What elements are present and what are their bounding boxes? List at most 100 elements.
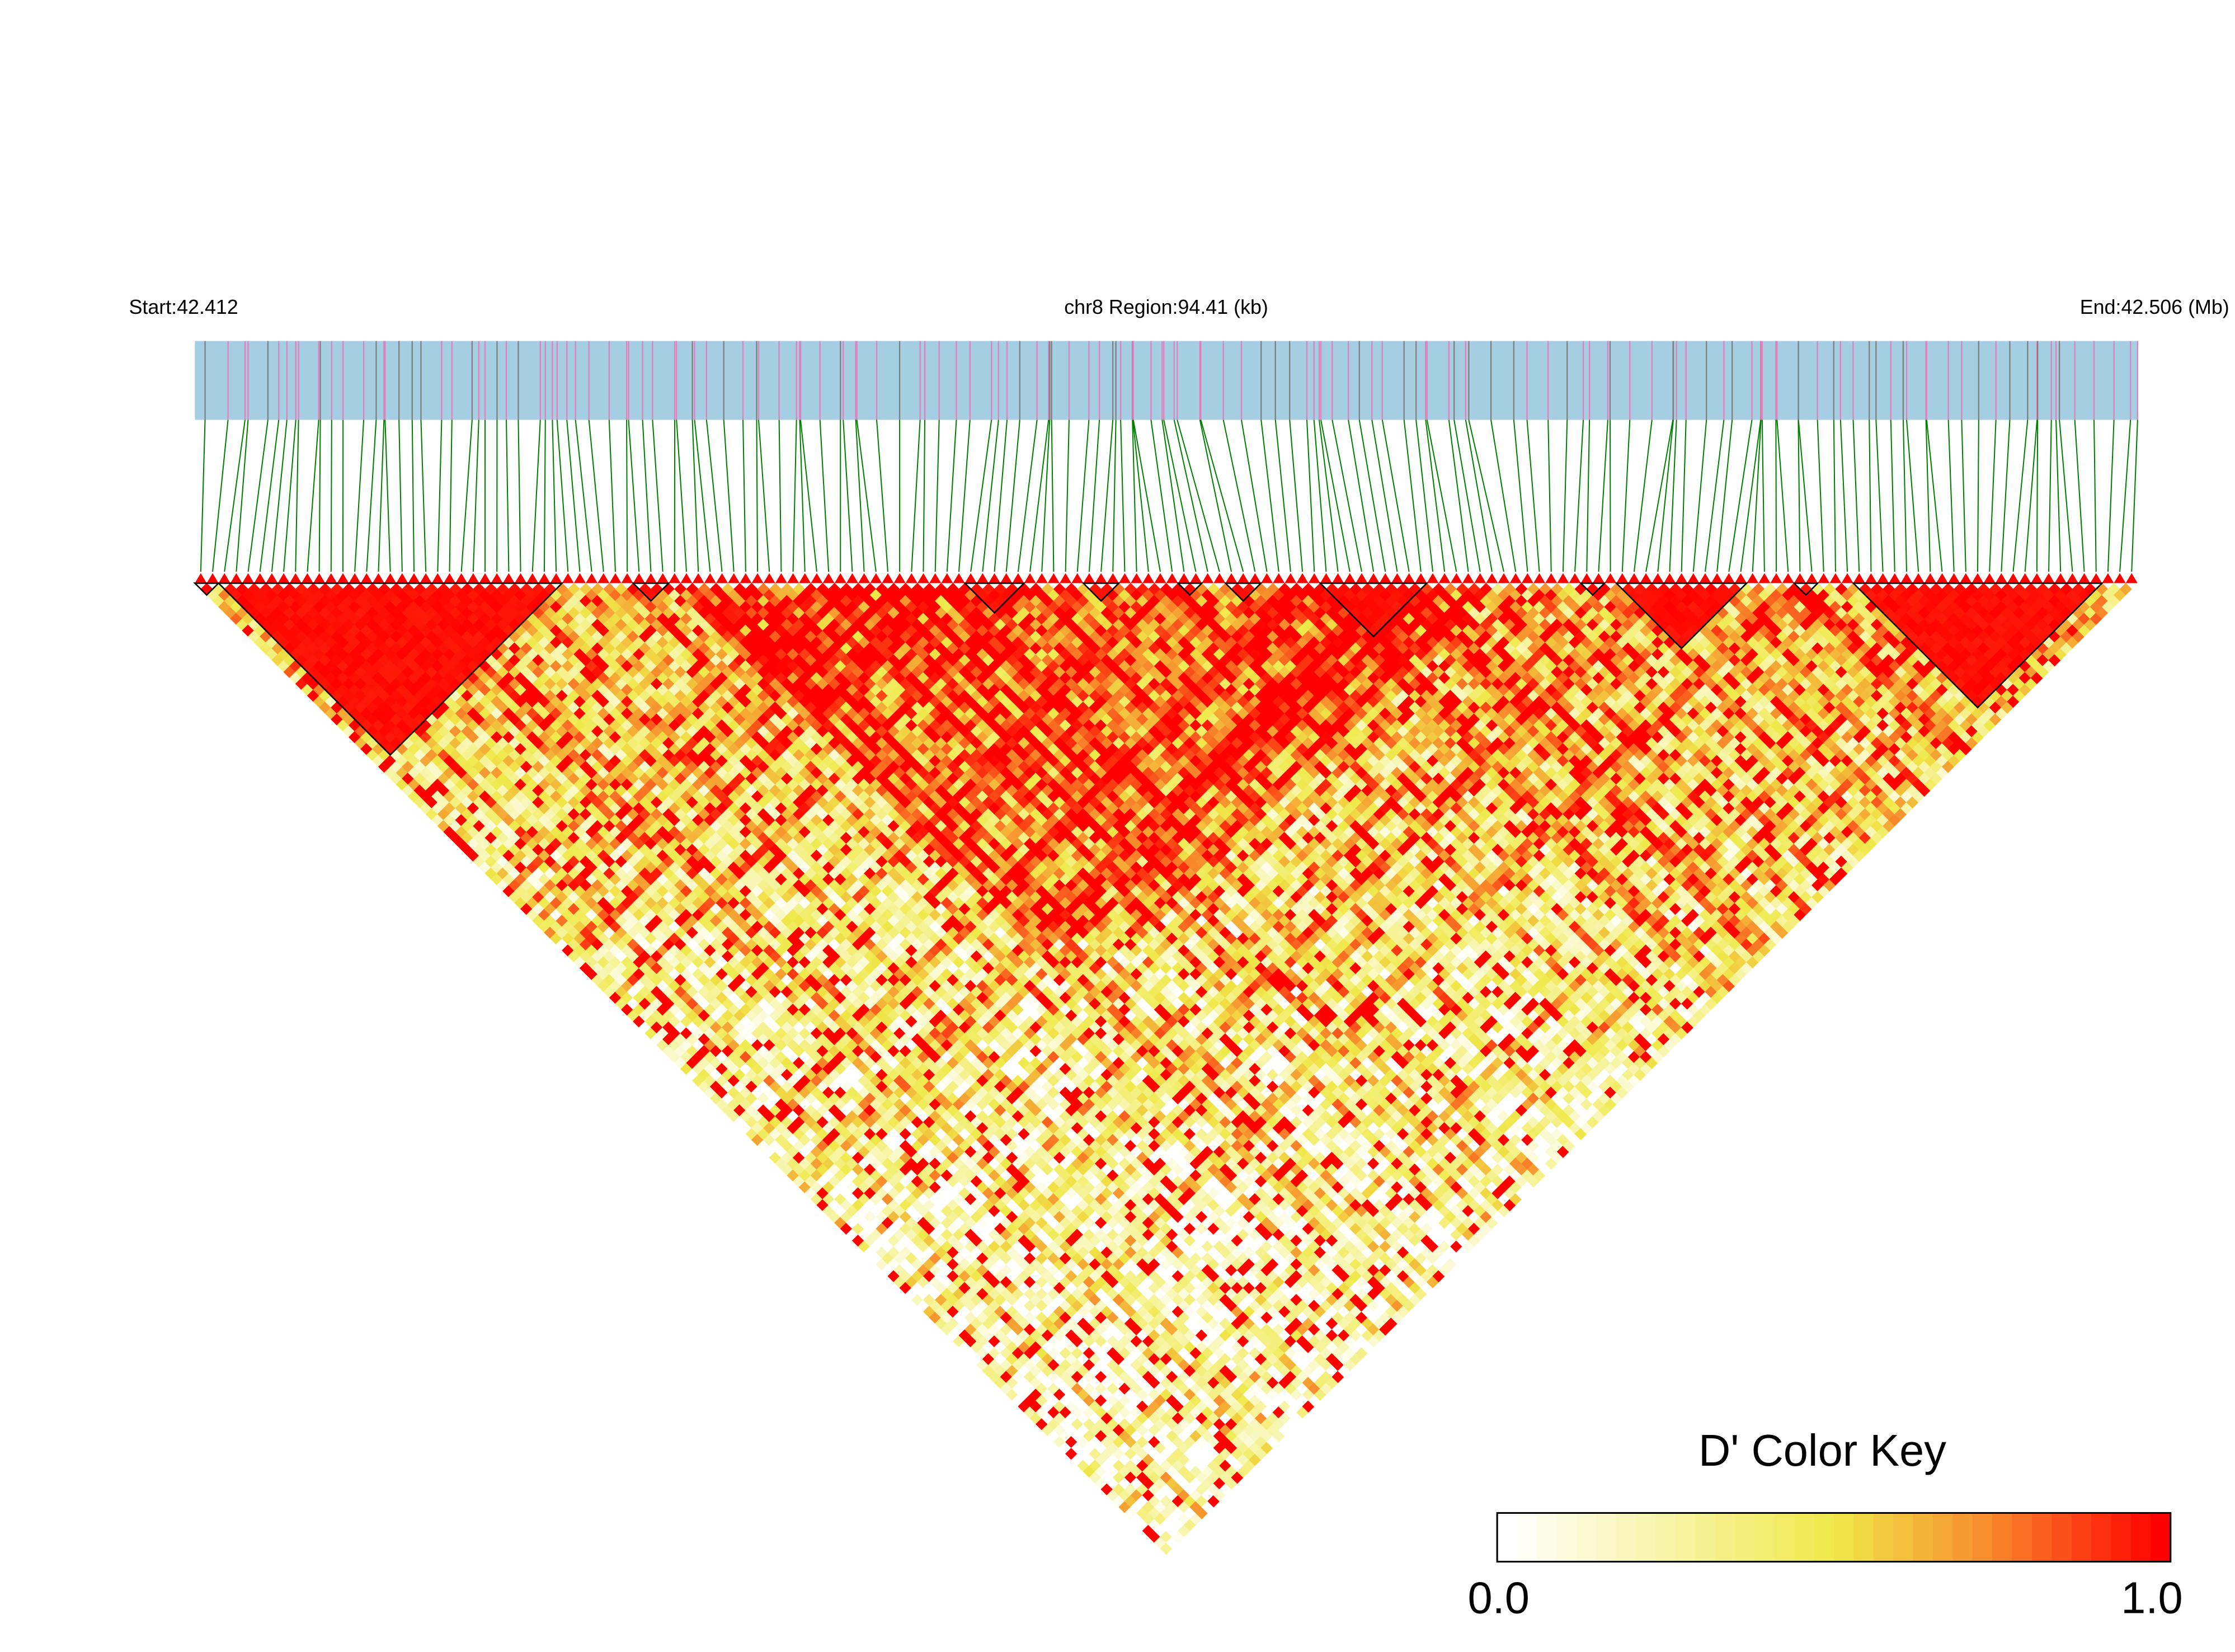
snp-link-line <box>1381 420 1410 572</box>
snp-link-line <box>354 420 365 572</box>
snp-link-line <box>778 420 782 572</box>
snp-link-line <box>1241 420 1268 572</box>
snp-link-line <box>876 420 888 572</box>
snp-link-line <box>1704 420 1725 572</box>
snp-link-line <box>2024 420 2038 572</box>
snp-link-line <box>566 420 581 572</box>
snp-link-line <box>556 420 569 572</box>
snp-marker-triangle <box>562 573 574 583</box>
snp-marker-triangle <box>431 573 444 583</box>
snp-link-line <box>1076 420 1090 572</box>
snp-link-line <box>1320 420 1351 572</box>
snp-link-line <box>1468 420 1505 572</box>
snp-marker-triangle <box>526 573 539 583</box>
snp-link-line <box>420 420 427 572</box>
snp-link-line <box>2131 420 2138 572</box>
snp-link-line <box>1798 420 1801 572</box>
snp-link-line <box>366 420 377 572</box>
snp-marker-triangle <box>491 573 503 583</box>
snp-link-line <box>2048 420 2052 572</box>
snp-link-line <box>1371 420 1398 572</box>
snp-link-line <box>1065 420 1070 572</box>
snp-link-line <box>1562 420 1568 572</box>
snp-link-line <box>1890 420 1895 572</box>
snp-link-line <box>1716 420 1733 572</box>
snp-link-line <box>1132 420 1137 572</box>
snp-link-line <box>2012 420 2029 572</box>
snp-link-line <box>994 420 1008 572</box>
snp-marker-triangle <box>266 573 278 583</box>
snp-link-line <box>449 420 453 572</box>
snp-link-line <box>756 420 759 572</box>
snp-link-line <box>705 420 723 572</box>
snp-marker-triangle <box>301 573 314 583</box>
snp-link-line <box>2074 420 2085 572</box>
snp-link-line <box>543 420 546 572</box>
snp-link-line <box>2036 420 2039 572</box>
snp-marker-triangle <box>195 573 207 583</box>
snp-link-line <box>1526 420 1540 572</box>
snp-marker-triangle <box>443 573 456 583</box>
snp-marker-triangle <box>538 573 550 583</box>
snp-link-line <box>911 420 921 572</box>
snp-link-line <box>1817 420 1824 572</box>
snp-link-line <box>923 420 926 572</box>
snp-link-line <box>224 420 246 572</box>
snp-marker-triangle <box>479 573 491 583</box>
snp-link-line <box>1222 420 1256 572</box>
snp-marker-triangle <box>337 573 349 583</box>
snp-link-line <box>1752 420 1762 572</box>
snp-marker-triangle <box>289 573 302 583</box>
snp-link-line <box>588 420 604 572</box>
snp-link-line <box>330 420 332 572</box>
snp-link-line <box>1163 420 1197 572</box>
snp-link-line <box>1448 420 1469 572</box>
snp-marker-triangle <box>325 573 337 583</box>
snp-link-line <box>1100 420 1114 572</box>
snp-link-line <box>1358 420 1386 572</box>
snp-marker-triangle <box>242 573 255 583</box>
snp-link-line <box>1598 420 1608 572</box>
snp-link-line <box>437 420 443 572</box>
snp-link-line <box>982 420 999 572</box>
snp-link-line <box>1177 420 1220 572</box>
snp-link-line <box>411 420 415 572</box>
snp-link-line <box>1977 420 1979 572</box>
snp-marker-triangle <box>502 573 515 583</box>
snp-link-line <box>552 420 557 572</box>
gene-bar <box>195 341 2138 420</box>
snp-link-line <box>1313 420 1327 572</box>
snp-link-line <box>2093 420 2097 572</box>
snp-link-line <box>1989 420 1997 572</box>
snp-link-line <box>1120 420 1126 572</box>
snp-link-line <box>384 420 391 572</box>
snp-link-line <box>1289 420 1304 572</box>
snp-link-line <box>318 420 321 572</box>
snp-link-line <box>1852 420 1860 572</box>
snp-marker-triangle <box>360 573 373 583</box>
snp-link-line <box>575 420 592 572</box>
snp-link-line <box>1833 420 1836 572</box>
snp-link-line <box>200 420 206 572</box>
snp-link-line <box>1839 420 1848 572</box>
snp-marker-triangle <box>206 573 219 583</box>
snp-link-line <box>799 420 817 572</box>
snp-link-line <box>1112 420 1117 572</box>
snp-link-line <box>271 420 288 572</box>
snp-link-line <box>1657 420 1674 572</box>
snp-link-line <box>1051 420 1055 572</box>
snp-link-line <box>652 420 664 572</box>
snp-link-line <box>757 420 770 572</box>
snp-position-links <box>200 420 2138 572</box>
snp-link-line <box>1453 420 1481 572</box>
snp-link-line <box>1776 420 1789 572</box>
snp-link-line <box>2001 420 2011 572</box>
snp-link-line <box>2059 420 2073 572</box>
snp-link-line <box>460 420 473 572</box>
snp-link-line <box>1961 420 1966 572</box>
snp-link-line <box>1490 420 1517 572</box>
snp-marker-triangle <box>455 573 468 583</box>
snp-link-line <box>1925 420 1931 572</box>
snp-link-line <box>694 420 711 572</box>
